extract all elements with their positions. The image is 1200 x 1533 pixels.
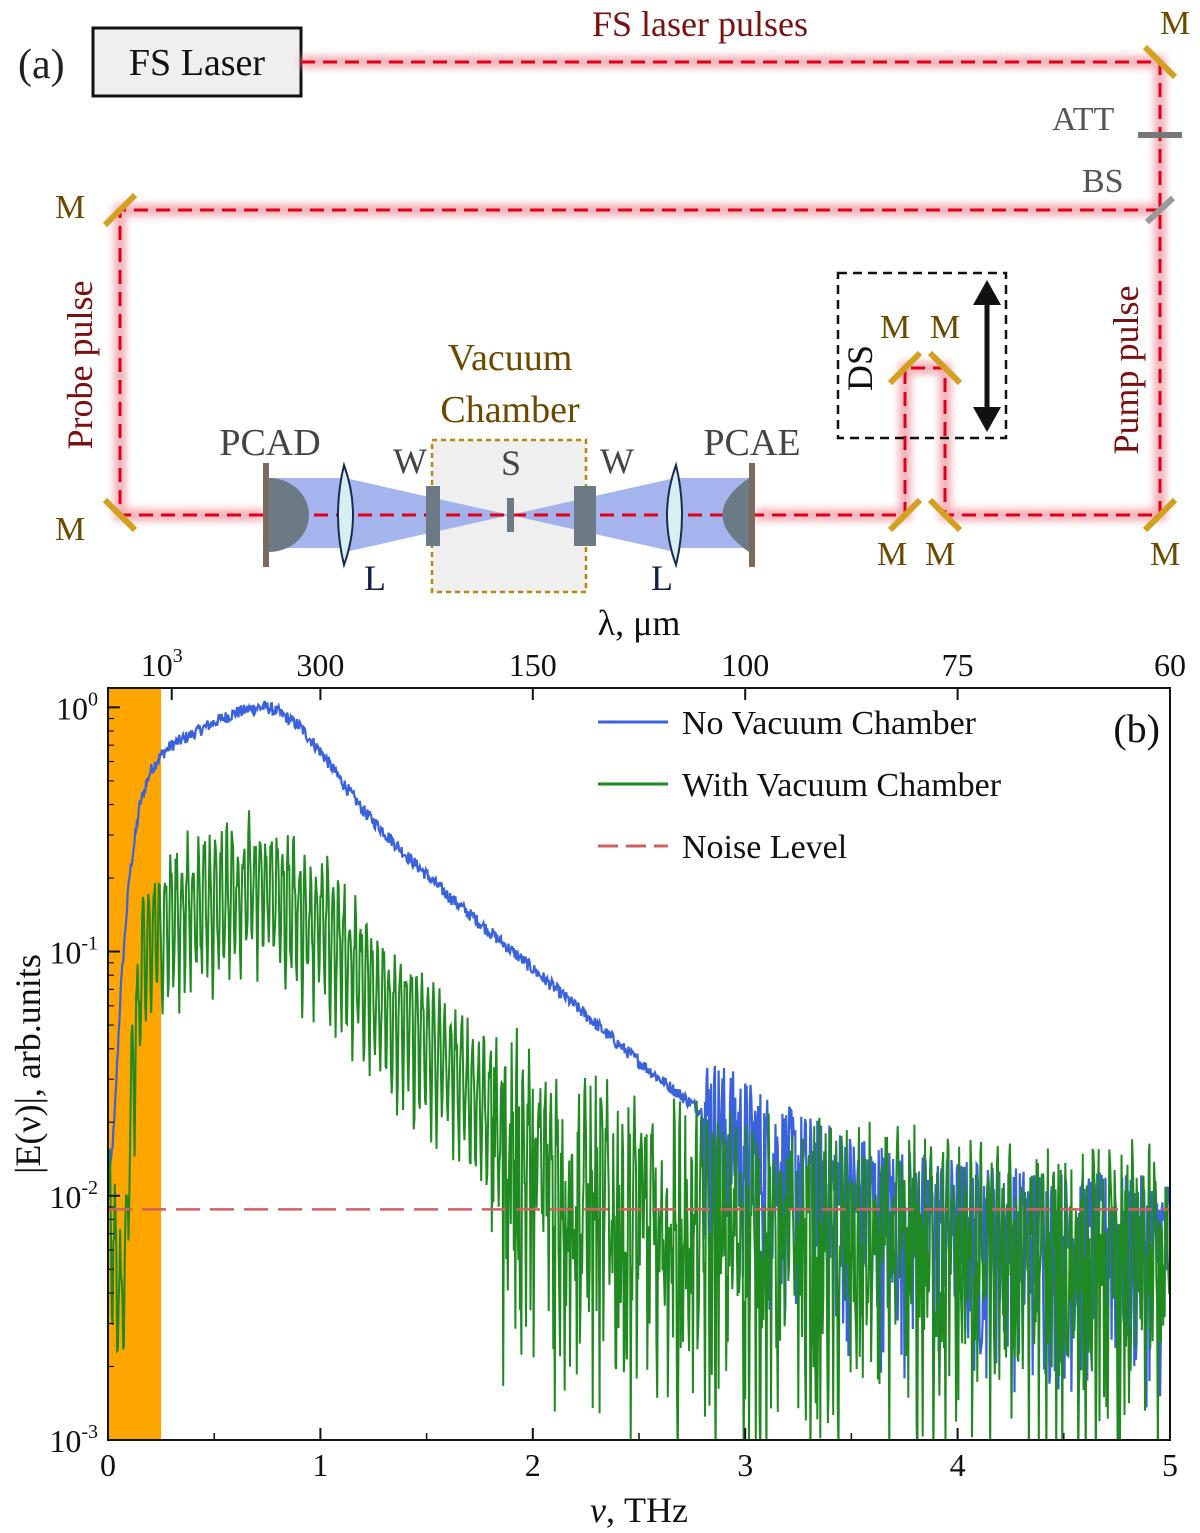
delay-stage-box xyxy=(836,271,1008,440)
delay-stage-arrow xyxy=(973,280,1001,432)
panel-label-a: (a) xyxy=(18,42,65,88)
top-tick-label: 100 xyxy=(721,647,769,683)
pump-pulse-label: Pump pulse xyxy=(1106,285,1146,454)
panel-label-b: (b) xyxy=(1113,706,1160,751)
legend-label: Noise Level xyxy=(682,829,847,866)
mirror-label: M xyxy=(877,536,907,573)
top-tick-label: 150 xyxy=(509,647,557,683)
window-left xyxy=(426,486,440,546)
window-label: W xyxy=(600,441,634,481)
x-tick-label: 0 xyxy=(100,1447,116,1483)
y-tick-label: 10-1 xyxy=(49,933,98,971)
window-right xyxy=(574,486,596,546)
mirror-ds-out-bottom xyxy=(927,497,963,533)
mirror-labels: M M M M M M M M xyxy=(55,5,1190,573)
fs-laser-label: FS Laser xyxy=(129,42,266,84)
mirror-ds-in-bottom xyxy=(887,497,923,533)
legend-label: No Vacuum Chamber xyxy=(682,705,977,742)
vacuum-label: Vacuum xyxy=(448,337,573,379)
legend: No Vacuum Chamber With Vacuum Chamber Nois… xyxy=(598,705,1002,866)
top-axis: 103 300 150 100 75 60 xyxy=(141,645,1186,700)
top-tick-label: 75 xyxy=(942,647,974,683)
fs-laser-box xyxy=(91,26,303,98)
pcae-antenna xyxy=(722,463,755,567)
sample-label: S xyxy=(501,443,521,483)
window-label: W xyxy=(393,441,427,481)
chamber-label: Chamber xyxy=(440,389,580,431)
mirror-label: M xyxy=(1160,5,1190,42)
legend-label: With Vacuum Chamber xyxy=(682,767,1002,804)
x-axis: 0 1 2 3 4 5 xyxy=(100,1428,1178,1483)
mirror-label: M xyxy=(55,189,85,226)
mirror-label: M xyxy=(930,309,960,346)
beam-splitter xyxy=(1144,195,1176,225)
mirror-label: M xyxy=(880,309,910,346)
mirror-ds-out-top xyxy=(927,350,963,386)
mirror-top-right xyxy=(1142,44,1178,80)
y-tick-label: 10-3 xyxy=(49,1421,98,1459)
lens-left xyxy=(337,461,354,569)
mirror-label: M xyxy=(1150,536,1180,573)
sample xyxy=(507,498,514,532)
series-line-with-vacuum-chamber xyxy=(108,810,1170,1440)
lens-label: L xyxy=(364,558,386,598)
pcad-label: PCAD xyxy=(219,422,320,464)
mirror-label: M xyxy=(55,511,85,548)
ds-label: DS xyxy=(840,345,880,391)
top-tick-label: 300 xyxy=(296,647,344,683)
y-axis-label: |E(ν)|, arb.units xyxy=(8,954,48,1174)
lens-right xyxy=(666,461,683,569)
bs-label: BS xyxy=(1082,163,1124,200)
x-axis-label: ν, THz xyxy=(590,1490,688,1530)
fs-laser-pulses-label: FS laser pulses xyxy=(592,4,808,44)
y-tick-label: 100 xyxy=(56,688,98,726)
x-tick-label: 3 xyxy=(737,1447,753,1483)
series-layer xyxy=(108,700,1170,1440)
x-tick-label: 5 xyxy=(1162,1447,1178,1483)
att-label: ATT xyxy=(1052,101,1115,138)
top-tick-label: 60 xyxy=(1154,647,1186,683)
pcad-antenna xyxy=(263,463,309,567)
mirror-bottom-right xyxy=(1142,497,1178,533)
pcae-label: PCAE xyxy=(703,422,800,464)
mirror-bottom-left xyxy=(102,497,138,533)
lens-label: L xyxy=(651,558,673,598)
mirror-top-left xyxy=(102,192,138,228)
x-tick-label: 2 xyxy=(525,1447,541,1483)
y-tick-label: 10-2 xyxy=(49,1177,98,1215)
x-tick-label: 1 xyxy=(312,1447,328,1483)
top-tick-label: 103 xyxy=(141,645,183,683)
top-axis-label: λ, μm xyxy=(598,603,681,643)
y-axis: 100 10-1 10-2 10-3 xyxy=(49,688,120,1459)
x-tick-label: 4 xyxy=(950,1447,966,1483)
mirrors xyxy=(102,44,1178,533)
probe-pulse-label: Probe pulse xyxy=(60,281,100,450)
mirror-label: M xyxy=(925,536,955,573)
schematic-panel: (a) FS Laser FS laser pulses M M xyxy=(18,4,1190,598)
mirror-ds-in-top xyxy=(887,350,923,386)
